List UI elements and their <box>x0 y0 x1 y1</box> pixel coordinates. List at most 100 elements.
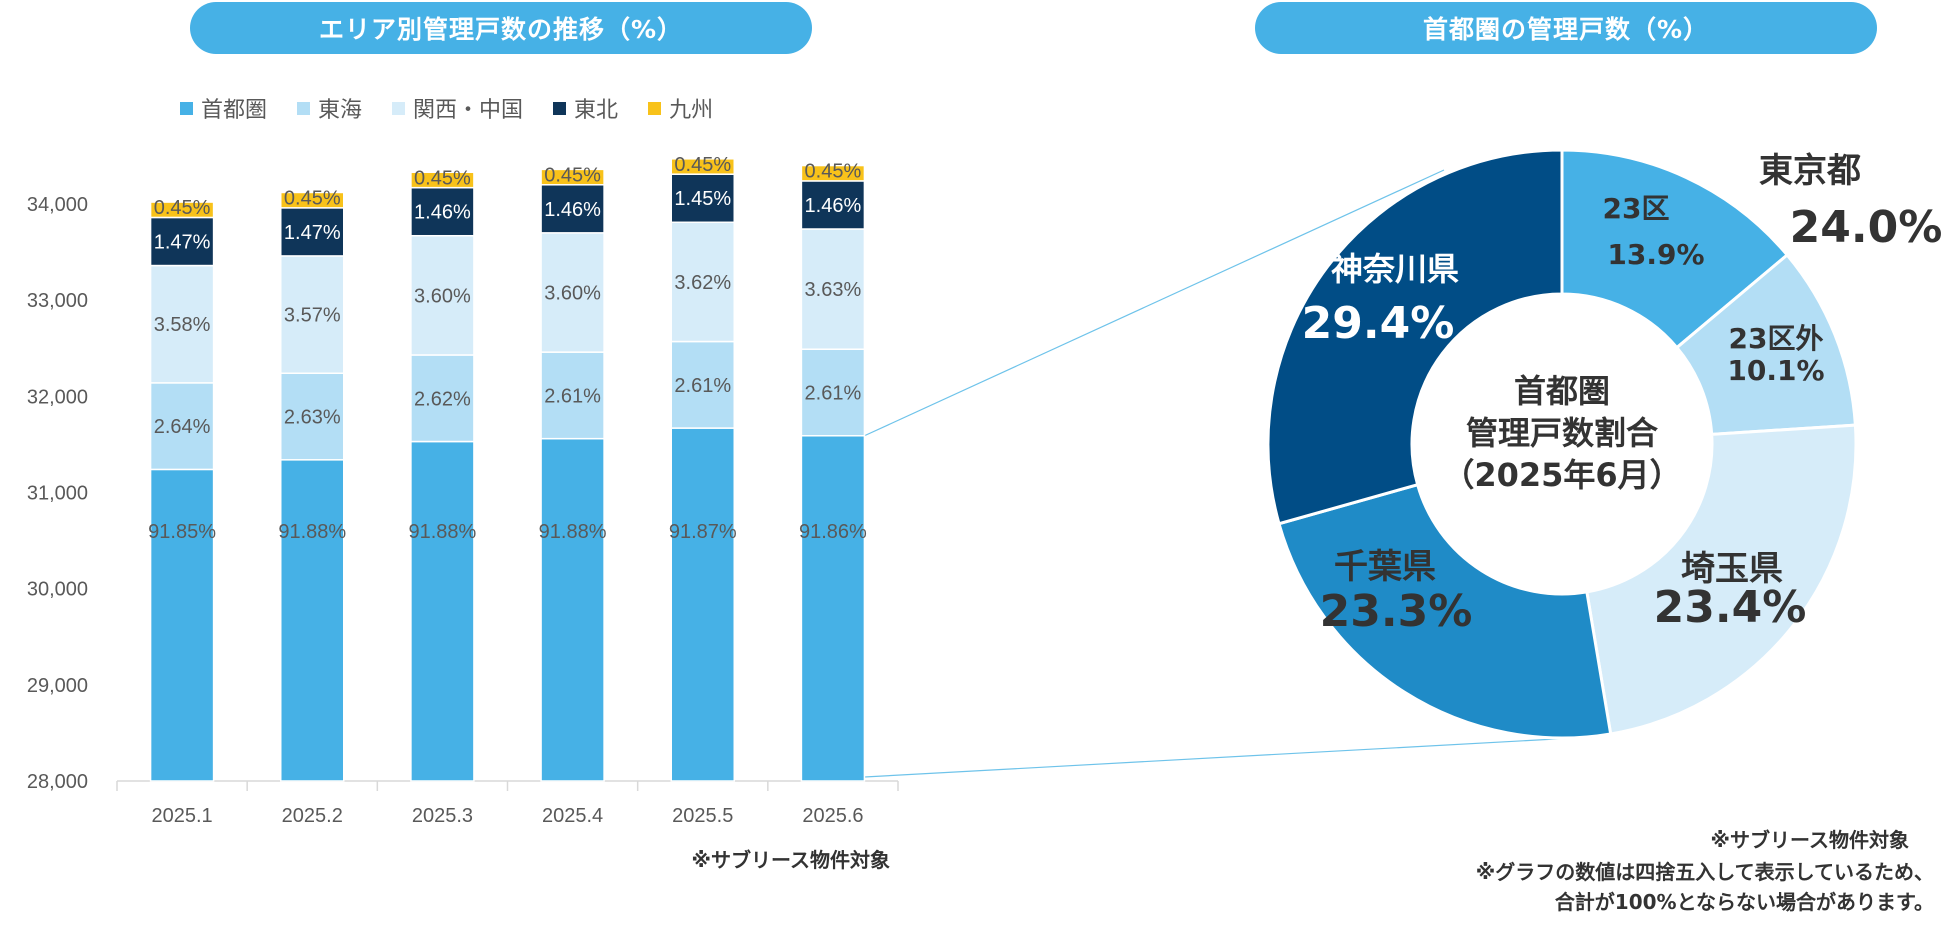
legend-label-shutoken: 首都圏 <box>201 98 268 123</box>
x-tick-label: 2025.4 <box>542 805 603 827</box>
legend-swatch-tokai <box>297 101 311 115</box>
donut-slice <box>1266 148 1564 526</box>
bar-data-label: 2.62% <box>414 388 471 410</box>
y-tick-label: 30,000 <box>27 579 88 601</box>
bar-data-label: 0.45% <box>284 187 341 209</box>
bar-segment <box>280 372 345 461</box>
y-tick-label: 34,000 <box>27 194 88 216</box>
bar-segment <box>410 234 475 356</box>
bar-data-label: 3.62% <box>674 272 731 294</box>
bar-chart-legend: 首都圏 東海 関西・中国 東北 九州 <box>180 92 713 124</box>
legend-label-kyushu: 九州 <box>669 98 714 123</box>
donut-slice-name: 23区 <box>1603 192 1670 225</box>
bar-segment <box>280 459 345 782</box>
donut-chart-title: 首都圏の管理戸数（%） <box>1255 2 1877 54</box>
bar-data-label: 0.45% <box>805 161 862 183</box>
bar-segment <box>800 164 866 182</box>
bar-segment <box>410 354 475 443</box>
bar-chart-note: ※サブリース物件対象 <box>691 848 890 872</box>
bar-segment <box>149 216 215 267</box>
bar-segment <box>149 264 215 384</box>
legend-item-tokai: 東海 <box>297 92 362 124</box>
bar-data-label: 2.61% <box>674 375 731 397</box>
bar-data-label: 91.85% <box>148 521 216 543</box>
bar-data-label: 3.58% <box>154 314 211 336</box>
bar-data-label: 3.63% <box>805 279 862 301</box>
bar-segment <box>410 171 475 189</box>
bar-segment <box>410 440 475 782</box>
bar-segment <box>280 207 345 257</box>
bar-data-label: 0.45% <box>414 167 471 189</box>
bar-segment <box>540 168 605 186</box>
bar-data-label: 1.47% <box>284 222 341 244</box>
donut-slice <box>1585 423 1858 736</box>
y-tick-label: 29,000 <box>27 675 88 697</box>
bar-data-label: 1.46% <box>805 195 862 217</box>
donut-note-sublease: ※サブリース物件対象 <box>1710 828 1909 852</box>
bar-data-label: 91.88% <box>278 521 346 543</box>
x-tick-label: 2025.6 <box>802 805 863 827</box>
bar-data-label: 1.47% <box>154 232 211 254</box>
legend-item-kyushu: 九州 <box>648 92 713 124</box>
legend-label-tohoku: 東北 <box>574 98 619 123</box>
donut-slice-value: 23.4% <box>1654 582 1807 633</box>
y-tick-label: 31,000 <box>27 483 88 505</box>
stacked-bar-chart: 28,000 29,000 30,000 31,000 32,000 33,000 34,0… <box>27 154 899 827</box>
x-tick-label: 2025.3 <box>412 805 473 827</box>
legend-label-tokai: 東海 <box>318 98 363 123</box>
bar-data-label: 0.45% <box>544 164 601 186</box>
donut-note-total: 合計が100%とならない場合があります。 <box>1554 890 1934 914</box>
bar-data-label: 0.45% <box>674 154 731 176</box>
bar-segment <box>670 221 735 343</box>
donut-slice-value: 13.9% <box>1607 238 1704 271</box>
y-tick-label: 33,000 <box>27 290 88 312</box>
legend-swatch-kansai <box>392 101 406 115</box>
donut-group-value: 24.0% <box>1790 202 1943 253</box>
connector-line-bottom <box>864 736 1593 778</box>
bar-segment <box>149 382 215 471</box>
bar-segment <box>670 340 735 429</box>
bar-segment <box>800 228 866 350</box>
legend-item-kansai: 関西・中国 <box>392 92 523 124</box>
bar-segment <box>540 184 605 234</box>
connector-line-top <box>864 169 1445 437</box>
x-tick-label: 2025.5 <box>672 805 733 827</box>
legend-swatch-tohoku <box>553 101 567 115</box>
donut-center-label: 管理戸数割合 <box>1466 414 1658 452</box>
bar-segment <box>280 191 345 209</box>
bar-data-label: 3.60% <box>544 282 601 304</box>
donut-center-label: 首都圏 <box>1514 372 1610 410</box>
bar-segment <box>280 255 345 375</box>
y-tick-label: 32,000 <box>27 386 88 408</box>
bar-data-label: 2.64% <box>154 416 211 438</box>
donut-slice-value: 23.3% <box>1320 586 1473 637</box>
donut-slice-value: 29.4% <box>1302 298 1455 349</box>
bar-segment <box>670 173 735 224</box>
donut-slice-value: 10.1% <box>1727 354 1824 387</box>
bar-segment <box>540 351 605 440</box>
bar-data-label: 91.88% <box>539 521 607 543</box>
bar-data-label: 2.61% <box>805 382 862 404</box>
bar-segment <box>800 435 866 782</box>
y-tick-label: 28,000 <box>27 771 88 793</box>
legend-swatch-kyushu <box>648 101 662 115</box>
connector-lines <box>864 169 1593 778</box>
x-tick-label: 2025.2 <box>282 805 343 827</box>
bar-data-label: 91.87% <box>669 521 737 543</box>
bar-data-label: 1.46% <box>544 199 601 221</box>
bar-data-label: 3.57% <box>284 305 341 327</box>
donut-slice-name: 神奈川県 <box>1331 250 1459 288</box>
bar-data-label: 3.60% <box>414 285 471 307</box>
bar-segment <box>670 158 735 175</box>
legend-item-tohoku: 東北 <box>553 92 618 124</box>
donut-group-name: 東京都 <box>1759 151 1861 191</box>
bar-data-label: 0.45% <box>154 197 211 219</box>
donut-slice-name: 埼玉県 <box>1681 549 1783 589</box>
bar-chart-title: エリア別管理戸数の推移（%） <box>190 2 812 54</box>
bar-segment <box>670 427 735 782</box>
donut-note-rounding: ※グラフの数値は四捨五入して表示しているため、 <box>1475 860 1934 884</box>
donut-center-label: （2025年6月） <box>1442 456 1681 494</box>
donut-slice-name: 千葉県 <box>1334 547 1436 587</box>
donut-slice-name: 23区外 <box>1729 322 1824 355</box>
